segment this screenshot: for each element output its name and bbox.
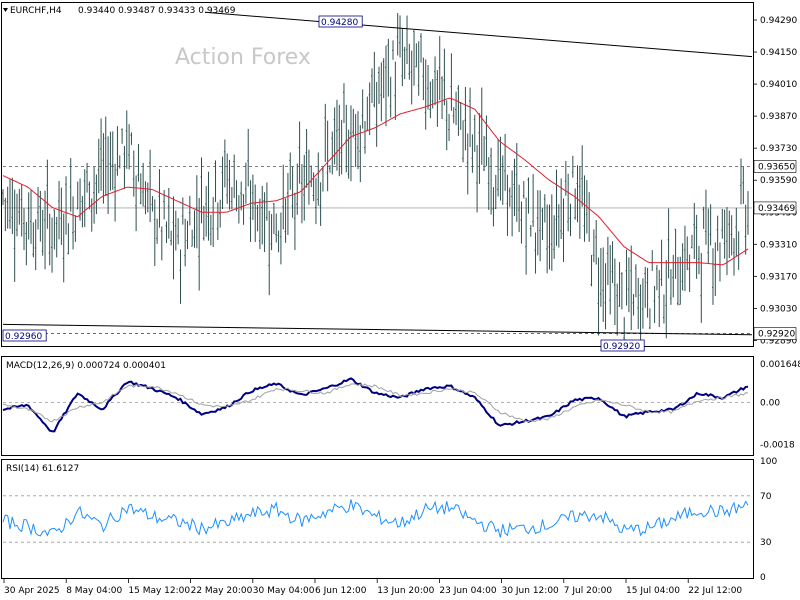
price-axis-label: 0.93030 bbox=[760, 304, 797, 314]
rsi-pane bbox=[2, 495, 752, 543]
time-axis-label: 6 Jun 12:00 bbox=[315, 586, 367, 596]
rsi-line bbox=[2, 499, 749, 538]
rsi-axis-label: 70 bbox=[760, 492, 772, 502]
current-price-tag: 0.93469 bbox=[753, 201, 797, 215]
axes: 0.94290 0.94150 0.94010 0.93870 0.93730 0.935… bbox=[3, 16, 800, 596]
low-mid-price-label: 0.92920 bbox=[600, 339, 645, 352]
time-axis-label: 22 May 20:00 bbox=[191, 586, 253, 596]
svg-text:0.93469: 0.93469 bbox=[758, 204, 795, 214]
price-axis-label: 0.93170 bbox=[760, 272, 797, 282]
macd-signal-line bbox=[2, 383, 749, 423]
rsi-pane-title: RSI(14) 61.6127 bbox=[6, 464, 79, 474]
macd-main-line bbox=[2, 377, 749, 433]
time-axis-label: 13 Jun 20:00 bbox=[377, 586, 434, 596]
time-axis-label: 30 Jun 12:00 bbox=[502, 586, 559, 596]
price-pane-frame bbox=[1, 2, 754, 347]
price-axis-label: 0.94150 bbox=[760, 48, 797, 58]
rsi-axis-label: 30 bbox=[760, 538, 772, 548]
time-axis-label: 30 May 04:00 bbox=[253, 586, 315, 596]
time-axis-label: 22 Jul 12:00 bbox=[688, 586, 742, 596]
time-axis-label: 30 Apr 2025 bbox=[4, 586, 60, 596]
price-axis-label: 0.92890 bbox=[760, 336, 797, 346]
macd-axis-label: 0.001648 bbox=[760, 360, 800, 370]
time-axis-label: 15 Jul 04:00 bbox=[626, 586, 680, 596]
macd-pane-frame bbox=[1, 356, 754, 456]
svg-text:0.92920: 0.92920 bbox=[603, 342, 640, 352]
price-pane: 0.94280 0.92960 0.92920 bbox=[2, 11, 753, 352]
low-right-price-tag: 0.92920 bbox=[753, 327, 797, 340]
rsi-pane-frame bbox=[1, 459, 754, 579]
svg-text:0.94280: 0.94280 bbox=[321, 18, 358, 28]
svg-text:0.93650: 0.93650 bbox=[758, 162, 795, 172]
price-axis-label: 0.94290 bbox=[760, 16, 797, 26]
high-price-label: 0.94280 bbox=[318, 15, 363, 28]
collapse-triangle-icon[interactable] bbox=[3, 8, 8, 12]
price-axis-label: 0.94010 bbox=[760, 80, 797, 90]
svg-text:0.92960: 0.92960 bbox=[5, 332, 42, 342]
watermark: Action Forex bbox=[175, 45, 311, 70]
time-axis-label: 7 Jul 20:00 bbox=[564, 586, 613, 596]
rsi-axis-label: 100 bbox=[760, 457, 777, 467]
chart-header-symbol: EURCHF,H4 bbox=[10, 6, 62, 16]
macd-axis-label: -0.0018 bbox=[760, 441, 795, 451]
price-axis-label: 0.93730 bbox=[760, 144, 797, 154]
macd-pane-title: MACD(12,26,9) 0.000724 0.000401 bbox=[6, 361, 166, 371]
macd-axis-label: 0.00 bbox=[760, 398, 780, 408]
moving-average-line bbox=[2, 97, 749, 266]
chart-header-ohlc: 0.93440 0.93487 0.93433 0.93469 bbox=[78, 6, 236, 16]
rsi-axis-label: 0 bbox=[760, 573, 766, 583]
lower-trendline bbox=[2, 323, 753, 336]
upper-trendline bbox=[204, 11, 753, 58]
candles bbox=[2, 13, 749, 348]
time-axis-label: 8 May 04:00 bbox=[66, 586, 122, 596]
low-left-price-label: 0.92960 bbox=[2, 329, 47, 342]
time-axis-label: 23 Jun 04:00 bbox=[439, 586, 496, 596]
macd-pane bbox=[2, 377, 752, 433]
price-axis-label: 0.93870 bbox=[760, 112, 797, 122]
svg-text:0.92920: 0.92920 bbox=[758, 330, 795, 340]
price-axis-label: 0.93590 bbox=[760, 176, 797, 186]
time-axis-label: 15 May 12:00 bbox=[128, 586, 190, 596]
price-axis-label: 0.93310 bbox=[760, 240, 797, 250]
level-price-tag: 0.93650 bbox=[753, 160, 797, 173]
